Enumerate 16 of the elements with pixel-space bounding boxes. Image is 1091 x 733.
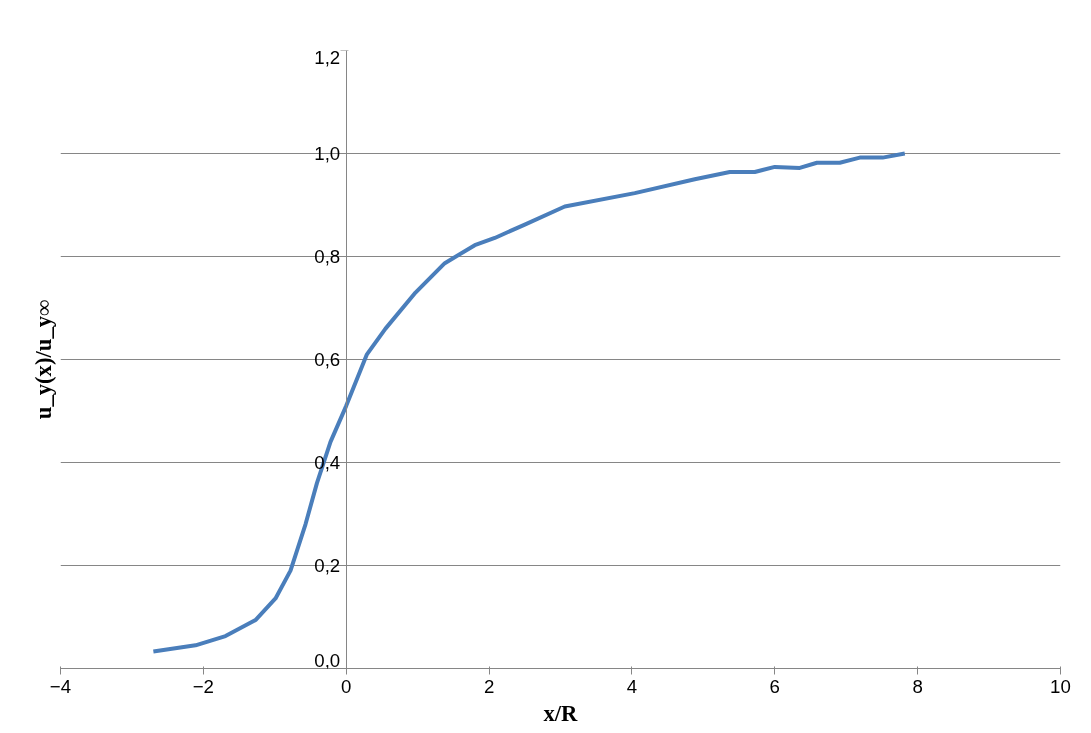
x-tick-label: 10 — [1050, 675, 1071, 697]
x-tick-label: 6 — [769, 675, 780, 697]
x-axis-title: x/R — [543, 700, 579, 726]
x-tick-label: 2 — [483, 675, 495, 697]
x-tick-label: −4 — [49, 675, 72, 697]
x-tick-label: 8 — [912, 675, 923, 697]
y-tick-label: 0,2 — [314, 555, 341, 576]
x-tick-label: −2 — [192, 675, 214, 697]
x-tick-label: 4 — [626, 675, 638, 697]
y-tick-label: 1,0 — [314, 143, 341, 164]
x-tick-label: 0 — [341, 675, 352, 697]
y-axis-title: u_y(x)/u_y∞ — [30, 299, 56, 420]
y-tick-label: 0,6 — [314, 349, 341, 370]
y-tick-label: 0,0 — [314, 649, 341, 671]
y-tick-label: 1,2 — [314, 46, 341, 68]
y-tick-label: 0,8 — [314, 246, 341, 267]
